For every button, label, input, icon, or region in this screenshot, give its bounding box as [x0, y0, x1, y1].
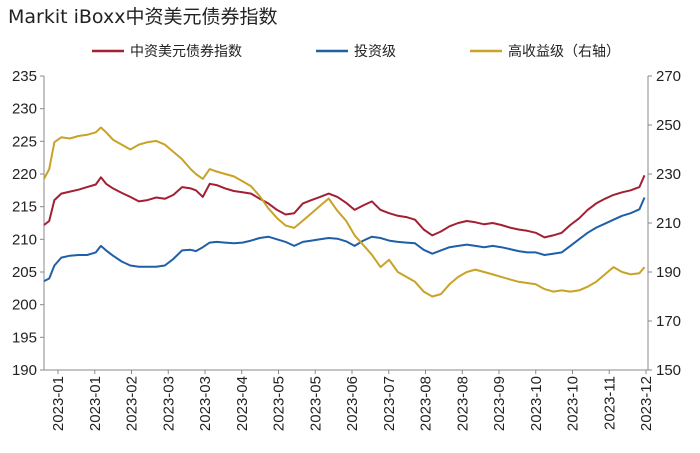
legend-label-1: 投资级: [354, 44, 396, 60]
x-tick-label: 2023-07: [381, 376, 398, 431]
series-group: [43, 126, 646, 298]
left-tick-label: 235: [12, 68, 37, 85]
left-tick-label: 230: [12, 101, 37, 118]
chart-title: Markit iBoxx中资美元债券指数: [8, 6, 278, 28]
right-tick-label: 150: [656, 362, 681, 379]
x-tick-label: 2023-09: [491, 376, 508, 431]
x-tick-label: 2023-06: [344, 376, 361, 431]
right-tick-label: 270: [656, 68, 681, 85]
x-tick-label: 2023-10: [528, 376, 545, 431]
series-line-2: [43, 126, 646, 298]
x-tick-label: 2023-08: [418, 376, 435, 431]
x-tick-label: 2023-05: [307, 376, 324, 431]
left-tick-label: 205: [12, 264, 37, 281]
right-tick-label: 250: [656, 117, 681, 134]
x-tick-label: 2023-12: [638, 376, 655, 431]
x-tick-label: 2023-03: [160, 376, 177, 431]
series-line-0: [43, 174, 646, 239]
left-tick-label: 225: [12, 133, 37, 150]
left-tick-label: 210: [12, 231, 37, 248]
x-tick-label: 2023-01: [50, 376, 67, 431]
x-tick-label: 2023-01: [87, 376, 104, 431]
left-tick-label: 215: [12, 199, 37, 216]
left-tick-label: 190: [12, 362, 37, 379]
legend: 中资美元债券指数 投资级 高收益级（右轴）: [92, 43, 620, 60]
x-tick-label: 2023-11: [601, 376, 618, 430]
right-tick-label: 230: [656, 166, 681, 183]
x-tick-label: 2023-08: [454, 376, 471, 431]
left-tick-label: 200: [12, 297, 37, 314]
legend-label-0: 中资美元债券指数: [130, 44, 242, 60]
series-line-1: [43, 197, 646, 282]
right-tick-label: 210: [656, 215, 681, 232]
right-tick-label: 170: [656, 313, 681, 330]
left-tick-label: 195: [12, 329, 37, 346]
x-tick-label: 2023-03: [197, 376, 214, 431]
x-tick-label: 2023-10: [565, 376, 582, 431]
x-tick-label: 2023-02: [124, 376, 141, 431]
x-tick-label: 2023-04: [234, 376, 251, 431]
legend-label-2: 高收益级（右轴）: [508, 43, 620, 60]
axes: 190 195 200 205 210 215 220 225 230 235 150 170 190 2…: [12, 68, 681, 431]
left-tick-label: 220: [12, 166, 37, 183]
right-tick-label: 190: [656, 264, 681, 281]
x-tick-label: 2023-05: [271, 376, 288, 431]
